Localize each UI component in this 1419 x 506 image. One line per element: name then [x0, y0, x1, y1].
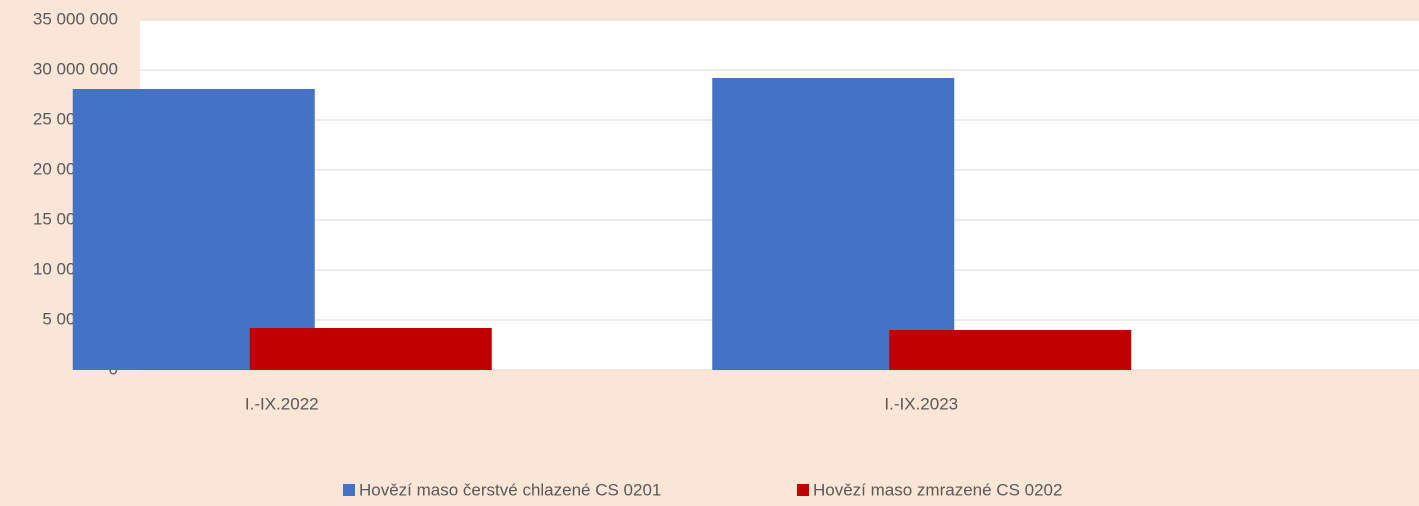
- x-tick-label: I.-IX.2023: [884, 394, 958, 413]
- legend-swatch: [343, 484, 355, 496]
- y-tick-label: 30 000 000: [33, 59, 118, 78]
- legend-label: Hovězí maso zmrazené CS 0202: [813, 480, 1062, 499]
- bar: [889, 330, 1132, 370]
- bar: [72, 89, 315, 370]
- legend-label: Hovězí maso čerstvé chlazené CS 0201: [359, 480, 661, 499]
- x-tick-label: I.-IX.2022: [245, 394, 319, 413]
- legend-swatch: [797, 484, 809, 496]
- bar: [712, 78, 955, 370]
- bar: [249, 328, 492, 370]
- y-tick-label: 35 000 000: [33, 9, 118, 28]
